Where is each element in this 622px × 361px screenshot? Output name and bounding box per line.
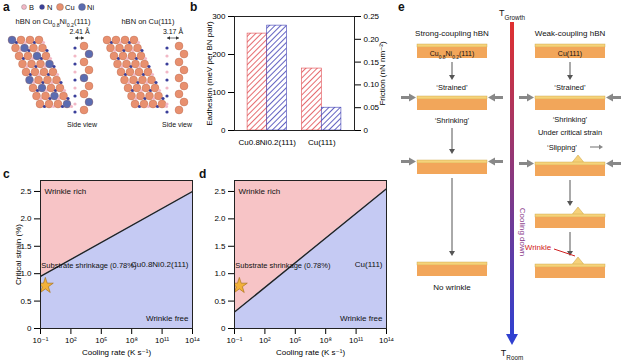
svg-text:1.0: 1.0 <box>20 269 32 279</box>
svg-text:Wrinkle rich: Wrinkle rich <box>239 187 281 196</box>
svg-text:Eadhesion (meV per BN pair): Eadhesion (meV per BN pair) <box>205 21 214 126</box>
svg-text:Cooling down: Cooling down <box>518 207 527 257</box>
svg-text:10¹¹: 10¹¹ <box>155 336 170 345</box>
svg-text:Friction (nN nm⁻²): Friction (nN nm⁻²) <box>378 41 387 106</box>
svg-text:0.05: 0.05 <box>363 103 380 113</box>
svg-text:10⁸: 10⁸ <box>320 336 332 345</box>
svg-text:Cu(111): Cu(111) <box>558 50 582 58</box>
svg-text:1.5: 1.5 <box>20 241 32 251</box>
svg-text:Wrinkle free: Wrinkle free <box>146 314 189 323</box>
svg-text:200: 200 <box>212 50 226 59</box>
svg-text:100: 100 <box>212 88 226 97</box>
svg-text:N: N <box>47 3 52 12</box>
svg-text:‘Strained’: ‘Strained’ <box>554 83 586 92</box>
svg-text:Cu0.8Ni0.2(111): Cu0.8Ni0.2(111) <box>238 138 296 147</box>
svg-text:a: a <box>3 0 10 14</box>
svg-text:Cu(111): Cu(111) <box>355 260 383 269</box>
svg-text:Cu: Cu <box>65 3 75 12</box>
svg-text:2.41 Å: 2.41 Å <box>69 27 90 35</box>
svg-text:hBN on Cu0.8Ni0.2(111): hBN on Cu0.8Ni0.2(111) <box>16 17 91 28</box>
svg-text:2.5: 2.5 <box>20 187 32 196</box>
svg-text:Weak-coupling hBN: Weak-coupling hBN <box>535 29 606 38</box>
svg-text:10⁻¹: 10⁻¹ <box>227 336 243 345</box>
svg-text:Wrinkle: Wrinkle <box>525 243 552 252</box>
svg-text:0: 0 <box>27 324 32 333</box>
svg-text:‘Shrinking’: ‘Shrinking’ <box>435 116 470 125</box>
svg-text:0.5: 0.5 <box>20 297 32 306</box>
svg-text:Strong-coupling hBN: Strong-coupling hBN <box>415 29 489 38</box>
svg-text:c: c <box>3 167 10 181</box>
svg-text:TRoom: TRoom <box>501 348 523 361</box>
svg-text:Cu0.8Ni0.2(111): Cu0.8Ni0.2(111) <box>430 50 475 60</box>
svg-text:d: d <box>199 167 206 181</box>
svg-text:Side view: Side view <box>162 121 193 128</box>
svg-text:10¹⁴: 10¹⁴ <box>379 336 395 345</box>
svg-text:Substrate shrinkage (0.78%): Substrate shrinkage (0.78%) <box>235 261 331 270</box>
svg-text:Cooling rate (K s⁻¹): Cooling rate (K s⁻¹) <box>82 348 151 357</box>
svg-text:2.0: 2.0 <box>20 214 32 223</box>
svg-text:‘Shrinking’: ‘Shrinking’ <box>553 115 588 124</box>
svg-text:10⁵: 10⁵ <box>95 336 107 345</box>
svg-text:0: 0 <box>221 126 226 135</box>
svg-text:10¹¹: 10¹¹ <box>349 336 364 345</box>
svg-text:2.0: 2.0 <box>214 214 226 223</box>
svg-text:B: B <box>29 3 34 12</box>
svg-text:3.17 Å: 3.17 Å <box>163 27 184 35</box>
svg-text:10¹⁴: 10¹⁴ <box>185 336 201 345</box>
svg-text:TGrowth: TGrowth <box>499 8 525 21</box>
svg-text:10⁸: 10⁸ <box>126 336 138 345</box>
svg-text:‘Slipping’: ‘Slipping’ <box>547 143 577 152</box>
svg-text:2.5: 2.5 <box>214 187 226 196</box>
svg-text:Side view: Side view <box>67 121 98 128</box>
svg-text:0: 0 <box>221 324 226 333</box>
svg-text:Cu0.8Ni0.2(111): Cu0.8Ni0.2(111) <box>131 260 189 269</box>
svg-text:Ni: Ni <box>87 3 94 12</box>
svg-text:Wrinkle rich: Wrinkle rich <box>45 187 87 196</box>
svg-text:300: 300 <box>212 12 226 21</box>
svg-text:Cu(111): Cu(111) <box>308 138 336 147</box>
svg-text:No wrinkle: No wrinkle <box>433 283 471 292</box>
svg-text:‘Strained’: ‘Strained’ <box>436 83 468 92</box>
svg-text:e: e <box>398 0 405 14</box>
svg-text:Under critical strain: Under critical strain <box>538 128 602 137</box>
svg-text:10²: 10² <box>65 336 77 345</box>
svg-text:0.20: 0.20 <box>363 34 380 44</box>
svg-text:Wrinkle free: Wrinkle free <box>340 314 383 323</box>
svg-text:0.5: 0.5 <box>214 297 226 306</box>
svg-text:0.25: 0.25 <box>364 12 380 21</box>
svg-text:Cooling rate (K s⁻¹): Cooling rate (K s⁻¹) <box>276 348 345 357</box>
svg-text:Substrate shrinkage (0.78%): Substrate shrinkage (0.78%) <box>41 261 137 270</box>
svg-text:hBN on Cu(111): hBN on Cu(111) <box>121 17 175 26</box>
svg-text:10⁵: 10⁵ <box>289 336 301 345</box>
svg-text:1.0: 1.0 <box>214 269 226 278</box>
svg-text:0: 0 <box>364 126 369 135</box>
svg-text:10⁻¹: 10⁻¹ <box>33 336 49 345</box>
svg-text:1.5: 1.5 <box>214 242 226 251</box>
svg-text:10²: 10² <box>259 336 271 345</box>
svg-text:0.10: 0.10 <box>363 80 380 90</box>
svg-text:0.15: 0.15 <box>363 57 380 67</box>
svg-text:Critical strain (%): Critical strain (%) <box>14 224 23 285</box>
svg-text:b: b <box>190 0 197 14</box>
